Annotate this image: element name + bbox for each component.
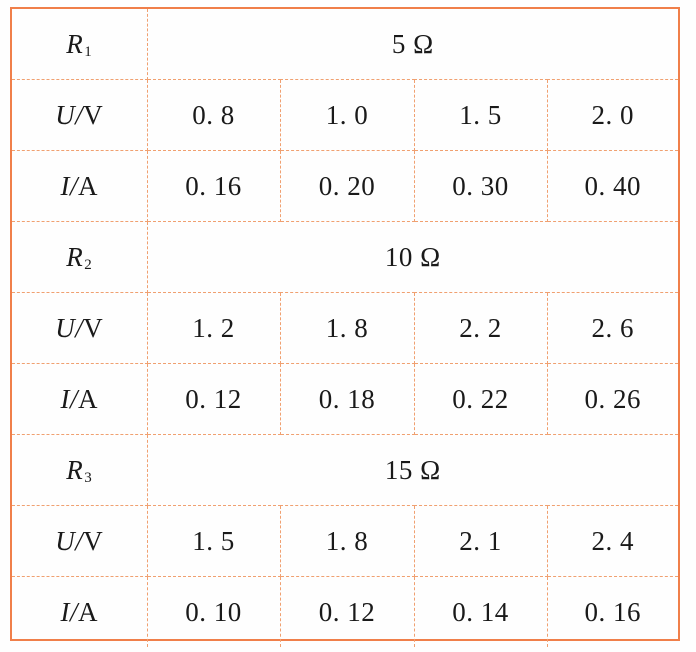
voltage-unit: V	[83, 525, 104, 556]
resistor-index: 3	[84, 469, 93, 486]
voltage-symbol: U/	[55, 525, 84, 556]
voltage-cell: 1. 0	[279, 79, 415, 151]
current-cell: 0. 22	[413, 363, 548, 435]
current-cell: 0. 12	[146, 363, 281, 435]
voltage-unit: V	[83, 99, 104, 130]
current-unit: A	[78, 596, 98, 627]
current-cell: 0. 26	[546, 363, 679, 435]
resistance-value: 5 Ω	[146, 9, 679, 80]
current-label: I/A	[12, 150, 148, 222]
resistance-value: 15 Ω	[146, 434, 679, 506]
current-cell: 0. 12	[279, 576, 415, 647]
current-unit: A	[78, 383, 98, 414]
current-cell: 0. 16	[546, 576, 679, 647]
voltage-cell: 1. 2	[146, 292, 281, 364]
resistor-row-r2: R2 10 Ω	[12, 221, 679, 293]
current-row: I/A 0. 16 0. 20 0. 30 0. 40	[12, 150, 679, 222]
voltage-cell: 1. 5	[146, 505, 281, 577]
current-cell: 0. 18	[279, 363, 415, 435]
current-cell: 0. 16	[146, 150, 281, 222]
current-unit: A	[78, 170, 98, 201]
voltage-row: U/V 1. 2 1. 8 2. 2 2. 6	[12, 292, 679, 364]
resistor-symbol: R	[66, 241, 84, 272]
resistor-label: R3	[12, 434, 148, 506]
current-cell: 0. 10	[146, 576, 281, 647]
voltage-label: U/V	[12, 292, 148, 364]
data-table-frame: R1 5 Ω U/V 0. 8 1. 0 1. 5 2. 0 I/A 0. 16…	[10, 7, 680, 647]
resistor-row-r1: R1 5 Ω	[12, 9, 679, 80]
current-symbol: I/	[60, 170, 78, 201]
voltage-cell: 2. 1	[413, 505, 548, 577]
current-row: I/A 0. 10 0. 12 0. 14 0. 16	[12, 576, 679, 647]
current-label: I/A	[12, 363, 148, 435]
current-symbol: I/	[60, 383, 78, 414]
voltage-cell: 0. 8	[146, 79, 281, 151]
current-row: I/A 0. 12 0. 18 0. 22 0. 26	[12, 363, 679, 435]
voltage-cell: 1. 8	[279, 505, 415, 577]
resistor-index: 2	[84, 256, 93, 273]
resistor-data-table: R1 5 Ω U/V 0. 8 1. 0 1. 5 2. 0 I/A 0. 16…	[12, 9, 679, 647]
current-cell: 0. 40	[546, 150, 679, 222]
resistor-row-r3: R3 15 Ω	[12, 434, 679, 506]
voltage-cell: 2. 0	[546, 79, 679, 151]
resistor-symbol: R	[66, 28, 84, 59]
voltage-label: U/V	[12, 505, 148, 577]
voltage-cell: 2. 4	[546, 505, 679, 577]
voltage-label: U/V	[12, 79, 148, 151]
current-label: I/A	[12, 576, 148, 647]
voltage-row: U/V 1. 5 1. 8 2. 1 2. 4	[12, 505, 679, 577]
voltage-cell: 1. 8	[279, 292, 415, 364]
current-symbol: I/	[60, 596, 78, 627]
resistor-index: 1	[84, 43, 93, 60]
voltage-symbol: U/	[55, 312, 84, 343]
current-cell: 0. 14	[413, 576, 548, 647]
voltage-symbol: U/	[55, 99, 84, 130]
current-cell: 0. 30	[413, 150, 548, 222]
voltage-cell: 1. 5	[413, 79, 548, 151]
current-cell: 0. 20	[279, 150, 415, 222]
voltage-unit: V	[83, 312, 104, 343]
voltage-row: U/V 0. 8 1. 0 1. 5 2. 0	[12, 79, 679, 151]
resistance-value: 10 Ω	[146, 221, 679, 293]
resistor-symbol: R	[66, 454, 84, 485]
voltage-cell: 2. 2	[413, 292, 548, 364]
voltage-cell: 2. 6	[546, 292, 679, 364]
resistor-label: R2	[12, 221, 148, 293]
resistor-label: R1	[12, 9, 148, 80]
